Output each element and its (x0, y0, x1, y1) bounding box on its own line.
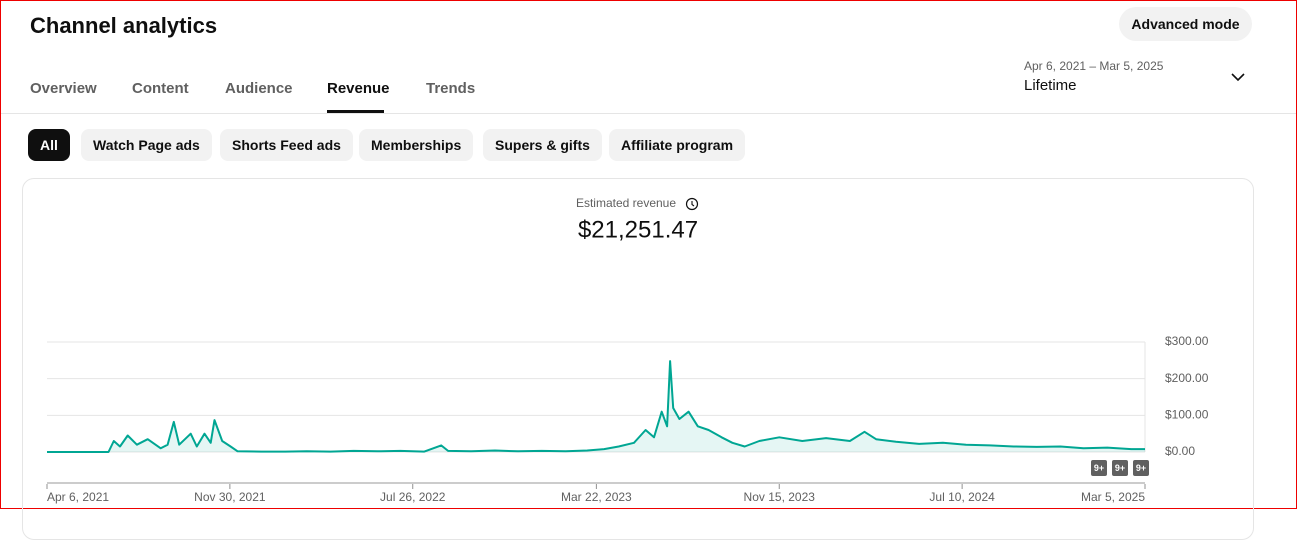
badge (1133, 460, 1149, 476)
filter-chip[interactable]: Shorts Feed ads (220, 129, 353, 161)
date-range[interactable]: Apr 6, 2021 – Mar 5, 2025 (1024, 59, 1164, 73)
x-tick-label: Apr 6, 2021 (47, 490, 109, 504)
tab[interactable]: Audience (225, 80, 293, 97)
chart-title: Estimated revenue (576, 196, 676, 210)
dropdown-icon[interactable] (1230, 72, 1246, 84)
divider (1, 113, 1296, 114)
filter-chip[interactable]: All (28, 129, 70, 161)
filter-chip[interactable]: Memberships (359, 129, 474, 161)
x-tick-label: Jul 26, 2022 (380, 490, 446, 504)
chart: Estimated revenue $21,251.47 $0.00 $100.0… (46, 196, 1209, 504)
tab[interactable]: Content (132, 80, 189, 97)
y-tick-label: $200.00 (1165, 371, 1209, 385)
tab-underline (327, 110, 384, 113)
y-tick-label: $0.00 (1165, 444, 1195, 458)
y-tick-label: $300.00 (1165, 334, 1209, 348)
filter-chip[interactable]: Affiliate program (609, 129, 746, 161)
advanced-mode-button[interactable]: Advanced mode (1119, 7, 1252, 41)
badge (1091, 460, 1107, 476)
period[interactable]: Lifetime (1024, 77, 1077, 94)
badge-label: 9+ (1115, 463, 1125, 473)
filter-chip[interactable]: Watch Page ads (81, 129, 212, 161)
badge-label: 9+ (1094, 463, 1104, 473)
badge (1112, 460, 1128, 476)
x-tick-label: Jul 10, 2024 (929, 490, 995, 504)
x-tick-label: Nov 30, 2021 (194, 490, 266, 504)
tab[interactable]: Trends (426, 80, 476, 97)
tab[interactable]: Revenue (327, 80, 390, 97)
tab[interactable]: Overview (30, 80, 97, 97)
line (47, 360, 1145, 453)
page-title: Channel analytics (30, 13, 218, 38)
x-tick-label: Mar 22, 2023 (561, 490, 632, 504)
x-tick-label: Nov 15, 2023 (744, 490, 816, 504)
filter-chip[interactable]: Supers & gifts (483, 129, 602, 161)
total-value: $21,251.47 (578, 216, 698, 243)
x-tick-label: Mar 5, 2025 (1081, 490, 1145, 504)
axis-line (47, 342, 1145, 482)
info-icon[interactable] (685, 197, 699, 211)
y-tick-label: $100.00 (1165, 408, 1209, 422)
badge-label: 9+ (1136, 463, 1146, 473)
